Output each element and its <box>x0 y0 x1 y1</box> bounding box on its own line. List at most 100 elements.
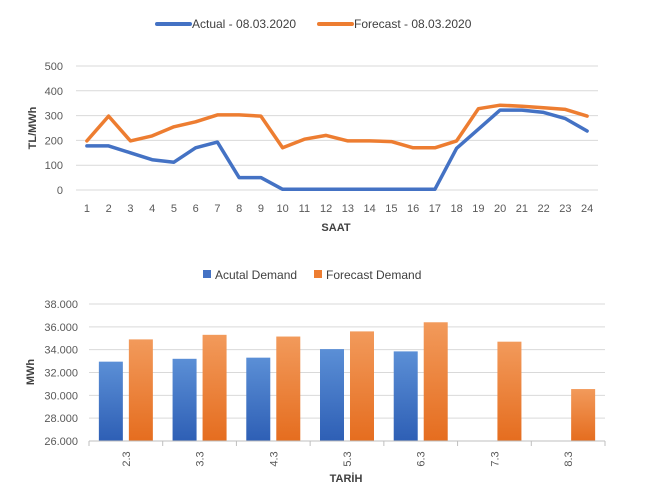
x-tick-label: 10 <box>277 203 289 215</box>
data-point <box>216 113 219 117</box>
y-tick-label: 400 <box>45 86 63 98</box>
x-tick-label: 17 <box>429 203 441 215</box>
data-point <box>542 106 545 109</box>
x-tick-label: 22 <box>538 203 550 215</box>
data-point <box>216 140 219 144</box>
data-point <box>477 107 480 110</box>
data-point <box>368 139 371 143</box>
data-point <box>520 108 524 112</box>
x-tick-label: 15 <box>385 203 397 215</box>
legend-label-forecast-demand: Forecast Demand <box>326 268 421 282</box>
x-tick-label: 9 <box>258 203 264 215</box>
data-point <box>85 139 89 143</box>
bar-actual-demand <box>98 361 123 441</box>
bar-forecast-demand <box>497 341 522 441</box>
x-tick-label: 23 <box>559 203 571 215</box>
data-point <box>129 151 132 154</box>
bar-chart-x-ticks: 2.3 3.3 4.3 5.3 6.3 7.3 8.3 <box>88 440 606 467</box>
y-tick-label: 300 <box>45 111 63 123</box>
x-tick-label: 5 <box>171 203 177 215</box>
x-tick-label: 20 <box>494 203 506 215</box>
data-point <box>237 176 241 179</box>
line-chart-gridlines <box>76 65 598 191</box>
data-point <box>85 144 89 148</box>
line-chart-series <box>85 103 589 192</box>
bar-forecast-demand <box>571 389 596 441</box>
bar-chart-y-ticks: 26.000 28.000 30.000 32.000 34.000 36.000 38.0… <box>44 299 78 448</box>
data-point <box>150 158 154 161</box>
bar-chart-bars <box>98 322 596 441</box>
x-tick-label: 1 <box>84 203 90 215</box>
x-tick-label: 11 <box>299 203 310 215</box>
x-tick-label: 4.3 <box>268 451 280 466</box>
y-tick-label: 38.000 <box>44 299 78 311</box>
data-point <box>150 134 154 138</box>
bar-actual-demand <box>320 349 344 441</box>
x-tick-label: 14 <box>364 203 376 215</box>
data-point <box>433 188 437 191</box>
legend-label-actual-demand: Acutal Demand <box>215 268 297 282</box>
y-tick-label: 500 <box>45 61 63 73</box>
x-tick-label: 8.3 <box>563 451 575 466</box>
x-tick-label: 19 <box>472 203 484 215</box>
data-point <box>390 188 393 191</box>
x-tick-label: 18 <box>451 203 463 215</box>
x-tick-label: 4 <box>149 203 155 215</box>
y-tick-label: 32.000 <box>44 368 78 380</box>
data-point <box>411 188 415 191</box>
data-point <box>237 113 241 117</box>
data-point <box>107 144 110 148</box>
y-tick-label: 0 <box>57 185 63 197</box>
x-tick-label: 21 <box>516 203 528 215</box>
data-point <box>520 104 524 108</box>
legend-label-actual: Actual - 08.03.2020 <box>192 17 296 31</box>
data-point <box>542 111 545 114</box>
line-chart-y-axis-title: TL/MWh <box>27 106 39 149</box>
data-point <box>281 188 284 191</box>
data-point <box>585 129 589 133</box>
y-tick-label: 34.000 <box>44 345 78 357</box>
data-point <box>368 188 371 191</box>
bar-actual-demand <box>393 351 418 441</box>
data-point <box>194 120 197 124</box>
data-point <box>498 103 502 107</box>
data-point <box>303 137 306 141</box>
x-tick-label: 3.3 <box>195 451 207 466</box>
y-tick-label: 200 <box>45 135 63 147</box>
x-tick-label: 8 <box>236 203 242 215</box>
data-point <box>129 139 132 143</box>
x-tick-label: 24 <box>581 203 593 215</box>
line-chart-x-axis-title: SAAT <box>321 222 350 234</box>
x-tick-label: 7.3 <box>489 451 501 466</box>
bar-forecast-demand <box>423 322 448 441</box>
data-point <box>498 108 502 112</box>
bar-forecast-demand <box>350 331 374 441</box>
bar-chart-legend: Acutal Demand Forecast Demand <box>203 268 421 282</box>
data-point <box>411 146 415 150</box>
bar-actual-demand <box>246 357 271 441</box>
data-point <box>585 114 589 118</box>
data-point <box>390 140 393 143</box>
bar-actual-demand <box>172 358 197 441</box>
data-point <box>477 128 480 131</box>
data-point <box>564 117 567 120</box>
bar-forecast-demand <box>128 339 153 441</box>
y-tick-label: 100 <box>45 160 63 172</box>
y-tick-label: 26.000 <box>44 436 78 448</box>
legend-label-forecast: Forecast - 08.03.2020 <box>354 17 472 31</box>
legend-swatch-actual-demand <box>203 270 211 278</box>
x-tick-label: 16 <box>407 203 419 215</box>
series-line-forecast <box>85 103 589 150</box>
data-point <box>303 188 306 191</box>
data-point <box>259 176 263 179</box>
bar-chart-y-axis-title: MWh <box>25 359 37 386</box>
line-chart-x-ticks: 1 2 3 4 5 6 7 8 9 10 11 12 13 14 15 16 17 18 19 20 21 22 23 24 <box>84 203 593 215</box>
x-tick-label: 12 <box>320 203 332 215</box>
data-point <box>433 146 437 150</box>
line-chart-y-ticks: 0 100 200 300 400 500 <box>45 61 63 197</box>
data-point <box>172 125 176 128</box>
x-tick-label: 6 <box>193 203 199 215</box>
y-tick-label: 36.000 <box>44 322 78 334</box>
data-point <box>259 114 263 118</box>
